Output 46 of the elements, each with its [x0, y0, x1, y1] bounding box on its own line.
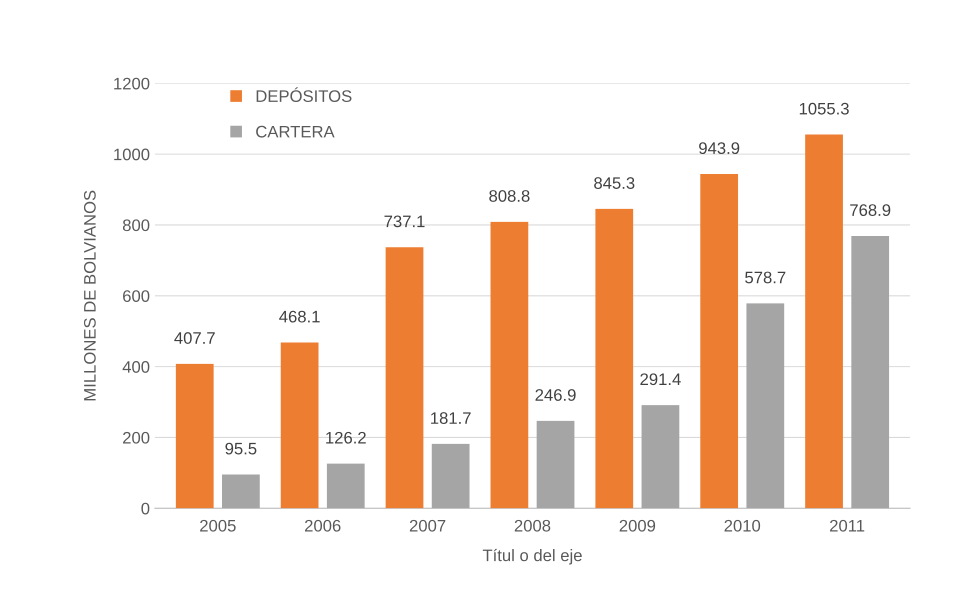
bar: [490, 222, 528, 508]
data-label: 95.5: [225, 442, 256, 455]
bar: [851, 236, 890, 508]
data-label: 845.3: [594, 177, 634, 189]
y-tick-label: 1200: [114, 78, 150, 90]
y-tick-label: 800: [122, 219, 150, 232]
data-label: 768.9: [850, 204, 890, 216]
bar: [386, 247, 424, 508]
x-tick-label: 2010: [724, 520, 760, 532]
data-label: 126.2: [326, 432, 366, 444]
data-label: 181.7: [431, 412, 471, 424]
bar: [642, 405, 680, 508]
y-axis-title: MILLONES DE BOLVIANOS: [84, 190, 96, 400]
data-label: 1055.3: [800, 102, 849, 115]
y-tick-label: 400: [122, 361, 150, 373]
y-tick-label: 600: [123, 290, 150, 302]
data-label: 808.8: [489, 190, 530, 202]
y-tick-label: 200: [123, 432, 150, 444]
bar: [700, 174, 738, 508]
x-tick-label: 2009: [620, 520, 656, 532]
bar: [536, 420, 574, 508]
bar: [746, 303, 784, 508]
bar: [280, 342, 318, 508]
data-label: 943.9: [699, 142, 740, 154]
x-tick-label: 2011: [830, 520, 864, 532]
data-label: 578.7: [745, 272, 786, 284]
bar: [326, 464, 365, 508]
x-tick-label: 2008: [514, 520, 550, 532]
x-axis-title: Títul o del eje: [482, 548, 582, 565]
bar: [222, 474, 260, 508]
bar: [595, 208, 634, 508]
bar: [432, 444, 470, 508]
y-tick-label: 1000: [114, 148, 150, 160]
x-tick-label: 2005: [200, 520, 236, 532]
data-label: 291.4: [640, 373, 681, 386]
bar: [176, 364, 214, 508]
bar: [805, 134, 843, 508]
data-label: 246.9: [536, 389, 576, 401]
x-tick-label: 2007: [410, 520, 446, 532]
data-label: 407.7: [174, 332, 215, 344]
data-label: 737.1: [384, 215, 425, 228]
x-tick-label: 2006: [305, 520, 341, 532]
data-label: 468.1: [279, 310, 320, 323]
y-tick-label: 0: [141, 502, 150, 514]
legend-label: DEPÓSITOS: [256, 87, 352, 102]
legend-label: CARTERA: [256, 126, 335, 138]
